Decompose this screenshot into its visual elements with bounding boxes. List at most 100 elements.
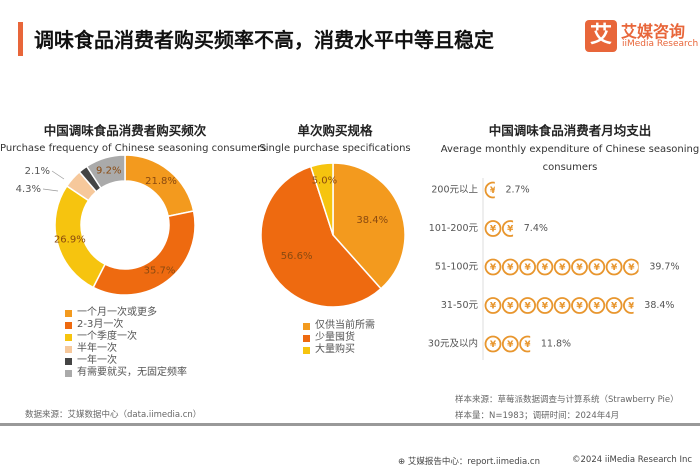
slice-1: [92, 210, 196, 296]
yuan-coin-icon: ¥: [571, 258, 588, 276]
data-label: 2.1%: [25, 166, 50, 177]
slice-1: [260, 165, 383, 308]
report-center: ⊕ 艾媒报告中心：report.iimedia.cn: [398, 455, 540, 467]
value-label: 11.8%: [541, 339, 571, 350]
legend-swatch: [303, 346, 310, 354]
coin-ring: [553, 297, 571, 314]
legend-label: 半年一次: [77, 343, 117, 354]
yuan-coin-icon: ¥: [484, 335, 502, 353]
yuan-coin-icon: ¥: [484, 258, 502, 276]
legend-label: 少量囤货: [315, 332, 355, 343]
copyright: ©2024 iiMedia Research Inc: [572, 455, 693, 465]
yuan-coin-icon: ¥: [519, 335, 531, 353]
coin-ring: [588, 297, 606, 314]
logo-en: iiMedia Research: [622, 39, 699, 49]
yuan-coin-icon: ¥: [588, 258, 606, 276]
coin-ring: [623, 297, 634, 314]
coin-glyph: ¥: [594, 263, 601, 273]
footer-divider: [0, 423, 700, 426]
coin-glyph: ¥: [507, 225, 514, 235]
coin-ring: [623, 258, 639, 276]
legend-swatch: [65, 369, 72, 377]
yuan-coin-icon: ¥: [536, 297, 554, 314]
yuan-coin-icon: ¥: [571, 297, 588, 314]
legend-label: 有需要就买，无固定频率: [77, 367, 187, 378]
coin-glyph: ¥: [576, 263, 583, 273]
chart2-title: 单次购买规格: [297, 123, 373, 138]
yuan-coin-icon: ¥: [501, 220, 514, 237]
data-label: 5.0%: [312, 176, 337, 187]
data-label: 26.9%: [54, 234, 86, 245]
coin-glyph: ¥: [507, 340, 514, 350]
coin-glyph: ¥: [490, 302, 497, 312]
coin-ring: [484, 297, 502, 314]
leader-line: [42, 188, 59, 192]
slice-5: [85, 155, 126, 190]
legend-label: 仅供当前所需: [315, 320, 375, 331]
coin-ring: [519, 258, 536, 276]
page-title: 调味食品消费者购买频率不高，消费水平中等且稳定: [34, 28, 494, 52]
sample-size: 样本量：N=1983；调研时间：2024年4月: [455, 411, 620, 421]
coin-ring: [484, 220, 502, 237]
coin-glyph: ¥: [507, 263, 514, 273]
coin-ring: [501, 297, 519, 314]
legend-item: 仅供当前所需: [303, 320, 375, 332]
data-source: 数据来源：艾媒数据中心（data.iimedia.cn）: [25, 410, 202, 420]
legend-item: 2-3月一次: [65, 319, 187, 331]
coin-glyph: ¥: [542, 302, 549, 312]
coin-ring: [605, 297, 623, 314]
yuan-coin-icon: ¥: [484, 181, 495, 199]
value-label: 38.4%: [644, 300, 674, 311]
legend-swatch: [65, 345, 72, 353]
coin-glyph: ¥: [542, 263, 549, 273]
coin-glyph: ¥: [524, 302, 531, 312]
yuan-coin-icon: ¥: [484, 220, 502, 237]
logo-cn: 艾媒咨询: [621, 22, 686, 41]
data-label: 56.6%: [281, 251, 313, 262]
yuan-coin-icon: ¥: [605, 297, 623, 314]
legend-label: 一个月一次或更多: [77, 307, 157, 318]
coin-ring: [536, 258, 554, 276]
coin-ring: [571, 258, 588, 276]
coin-glyph: ¥: [594, 302, 601, 312]
legend-item: 少量囤货: [303, 332, 375, 344]
legend-swatch: [65, 309, 72, 317]
coin-glyph: ¥: [490, 263, 497, 273]
category-label: 200元以上: [431, 185, 478, 196]
leader-line: [51, 170, 65, 180]
coin-ring: [536, 297, 554, 314]
coin-glyph: ¥: [611, 302, 618, 312]
pictograph-bar-chart: 200元以上 ¥2.7% 101-200元 ¥ ¥7.4% 51-100元 ¥ ¥ ¥ ¥ ¥ ¥ ¥ ¥…: [428, 178, 680, 360]
coin-ring: [484, 181, 495, 199]
coin-glyph: ¥: [611, 263, 618, 273]
legend-label: 2-3月一次: [77, 319, 124, 330]
coin-glyph: ¥: [576, 302, 583, 312]
legend-item: 一年一次: [65, 355, 187, 367]
chart2-subtitle: Single purchase specifications: [259, 143, 411, 154]
report-link: 艾媒报告中心：report.iimedia.cn: [407, 457, 540, 467]
data-label: 35.7%: [144, 265, 176, 276]
coin-ring: [519, 297, 536, 314]
chart1-title: 中国调味食品消费者购买频次: [43, 123, 207, 138]
data-label: 9.2%: [96, 165, 121, 176]
logo-mark: 艾: [585, 20, 617, 52]
sample-source: 样本来源：草莓派数据调查与计算系统（Strawberry Pie）: [455, 395, 679, 405]
globe-icon: ⊕: [398, 457, 408, 467]
category-label: 31-50元: [441, 300, 479, 311]
legend-swatch: [303, 334, 310, 342]
yuan-coin-icon: ¥: [519, 297, 536, 314]
coin-ring: [484, 335, 502, 353]
legend-label: 大量购买: [315, 344, 355, 355]
chart3-subtitle-2: consumers: [542, 162, 598, 173]
value-label: 7.4%: [524, 223, 548, 234]
coin-ring: [519, 335, 531, 353]
yuan-coin-icon: ¥: [588, 297, 606, 314]
data-label: 38.4%: [356, 215, 388, 226]
legend-swatch: [65, 321, 72, 329]
legend-item: 一个月一次或更多: [65, 307, 187, 319]
chart1-legend: 一个月一次或更多 2-3月一次 一个季度一次 半年一次 一年一次 有需要就买，无固定频率: [65, 307, 187, 379]
legend-item: 有需要就买，无固定频率: [65, 367, 187, 379]
yuan-coin-icon: ¥: [623, 258, 639, 276]
yuan-coin-icon: ¥: [501, 258, 519, 276]
coin-ring: [484, 258, 502, 276]
